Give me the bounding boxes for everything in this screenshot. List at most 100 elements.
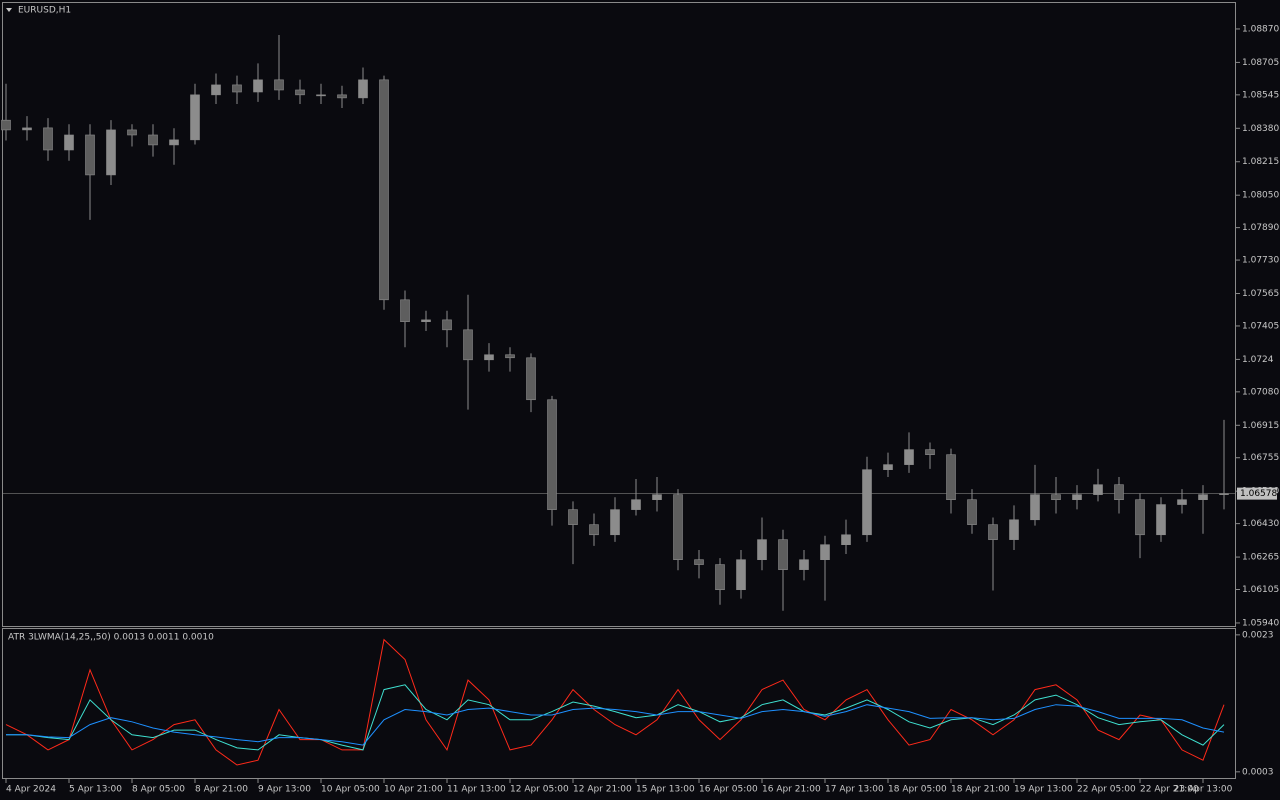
candle-body [1030, 494, 1040, 521]
indicator-line [6, 704, 1225, 746]
y-tick-label: 1.07730 [1242, 256, 1279, 266]
x-tick-label: 19 Apr 13:00 [1014, 785, 1073, 795]
candle-body [274, 79, 284, 91]
y-tick-label: 1.07405 [1242, 321, 1279, 331]
y-tick-label: 1.06755 [1242, 453, 1279, 463]
candle-body [379, 79, 389, 301]
candle-body [988, 524, 998, 540]
y-tick-label: 1.08705 [1242, 58, 1279, 68]
y-tick-label: 1.08545 [1242, 90, 1279, 100]
candle-body [799, 559, 809, 570]
y-tick-label: 1.06915 [1242, 421, 1279, 431]
candle-body [904, 449, 914, 465]
candle-body [946, 454, 956, 500]
y-tick-label: 1.08050 [1242, 191, 1279, 201]
candle-body [127, 129, 137, 136]
candle-body [43, 127, 53, 151]
candle-body [715, 564, 725, 591]
candle-body [820, 544, 830, 561]
x-tick-label: 11 Apr 13:00 [447, 785, 506, 795]
candle-body [778, 539, 788, 570]
main-frame [2, 2, 1236, 627]
candle-body [631, 499, 641, 510]
y-tick-label: 1.0724 [1242, 355, 1274, 365]
x-tick-label: 18 Apr 21:00 [951, 785, 1010, 795]
candle-body [736, 559, 746, 591]
candle-body [547, 399, 557, 510]
y-tick-label: 0.0003 [1242, 767, 1274, 777]
candle-body [106, 129, 116, 176]
current-price-box [1237, 487, 1277, 500]
y-tick-label: 1.08870 [1242, 24, 1279, 34]
candle-body [925, 449, 935, 455]
y-tick-label: 1.06105 [1242, 585, 1279, 595]
candle-body [610, 509, 620, 536]
candle-body [1219, 493, 1229, 495]
x-tick-label: 15 Apr 13:00 [636, 785, 695, 795]
indicator-frame [2, 628, 1236, 779]
candle-body [1051, 494, 1061, 500]
candle-body [841, 534, 851, 546]
candle-body [169, 139, 179, 146]
y-tick-label: 1.06430 [1242, 519, 1279, 529]
candle-body [526, 357, 536, 401]
x-tick-label: 22 Apr 05:00 [1077, 785, 1136, 795]
x-tick-label: 8 Apr 21:00 [195, 785, 248, 795]
y-tick-label: 1.08215 [1242, 157, 1279, 167]
candle-body [148, 134, 158, 146]
y-tick-label: 1.07890 [1242, 223, 1279, 233]
candle-body [1177, 499, 1187, 505]
symbol-title: EURUSD,H1 [18, 6, 71, 16]
x-tick-label: 10 Apr 21:00 [384, 785, 443, 795]
x-tick-label: 9 Apr 13:00 [258, 785, 311, 795]
candle-body [358, 79, 368, 99]
y-tick-label: 1.08380 [1242, 124, 1279, 134]
current-price-label: 1.06578 [1240, 489, 1277, 499]
x-tick-label: 16 Apr 05:00 [699, 785, 758, 795]
candle-body [463, 329, 473, 361]
candle-body [421, 319, 431, 322]
x-tick-label: 18 Apr 05:00 [888, 785, 947, 795]
x-tick-label: 17 Apr 13:00 [825, 785, 884, 795]
candle-body [1, 119, 11, 131]
x-tick-label: 23 Apr 13:00 [1174, 785, 1233, 795]
candle-body [295, 89, 305, 96]
y-tick-label: 1.06265 [1242, 553, 1279, 563]
candle-body [316, 94, 326, 97]
candle-body [967, 499, 977, 525]
candle-body [862, 469, 872, 536]
candle-body [883, 464, 893, 470]
x-tick-label: 10 Apr 05:00 [321, 785, 380, 795]
candle-body [484, 354, 494, 361]
candle-body [442, 319, 452, 331]
candle-body [64, 134, 74, 151]
candle-body [253, 79, 263, 93]
x-tick-label: 16 Apr 21:00 [762, 785, 821, 795]
candle-body [1198, 494, 1208, 500]
candle-body [568, 509, 578, 525]
candle-body [757, 539, 767, 561]
candle-body [211, 84, 221, 96]
candle-body [85, 134, 95, 176]
candle-body [190, 94, 200, 141]
x-tick-label: 12 Apr 21:00 [573, 785, 632, 795]
x-tick-label: 12 Apr 05:00 [510, 785, 569, 795]
y-tick-label: 0.0023 [1242, 630, 1274, 640]
candle-body [1093, 484, 1103, 495]
x-tick-label: 5 Apr 13:00 [69, 785, 122, 795]
indicator-title: ATR 3LWMA(14,25,,50) 0.0013 0.0011 0.001… [8, 633, 214, 643]
candle-body [1009, 519, 1019, 540]
candle-body [694, 559, 704, 565]
candle-body [1156, 504, 1166, 536]
y-tick-label: 1.07565 [1242, 289, 1279, 299]
candle-body [673, 494, 683, 561]
x-tick-label: 4 Apr 2024 [6, 785, 56, 795]
menu-arrow[interactable] [6, 8, 12, 12]
candle-body [1114, 484, 1124, 500]
candle-body [505, 354, 515, 359]
candle-body [589, 524, 599, 536]
candle-body [1072, 494, 1082, 500]
candle-body [337, 94, 347, 99]
